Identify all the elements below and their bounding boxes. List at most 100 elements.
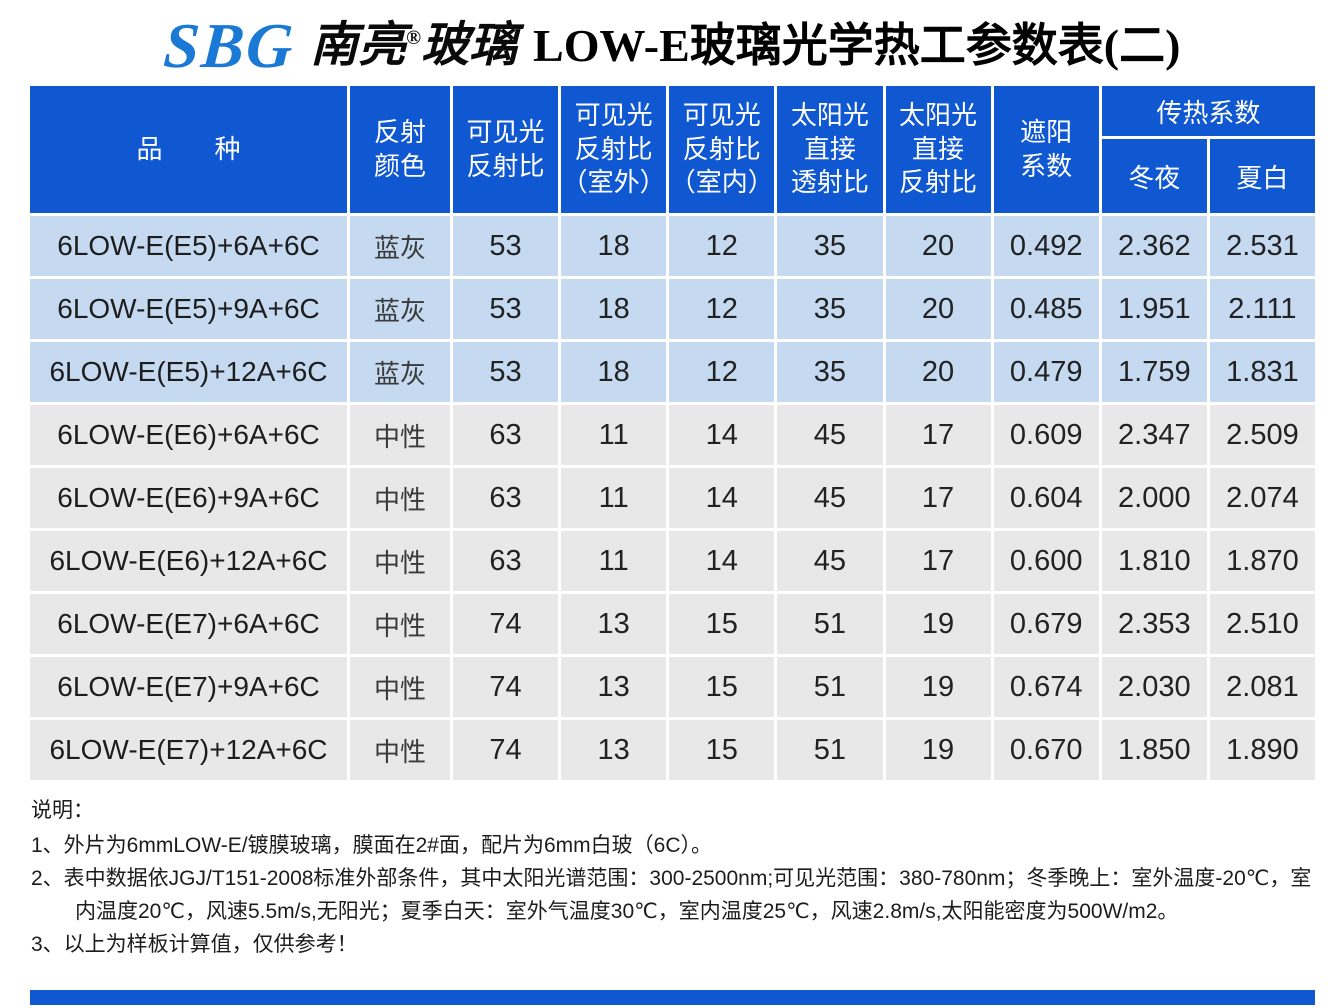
table-cell-u-summer: 2.510	[1209, 594, 1315, 654]
header-visible-reflectance: 可见光 反射比	[453, 86, 559, 213]
table-cell-vlr-indoor: 15	[669, 657, 775, 717]
header-visible-reflectance-indoor: 可见光 反射比 （室内）	[669, 86, 775, 213]
table-cell-vlr: 74	[453, 720, 559, 780]
header-solar-direct-reflectance: 太阳光 直接 反射比	[885, 86, 991, 213]
header-summer-day: 夏白	[1209, 139, 1315, 213]
table-cell-color: 中性	[350, 531, 450, 591]
table-cell-u-winter: 2.030	[1101, 657, 1207, 717]
table-cell-solar-trans: 35	[777, 279, 883, 339]
table-cell-vlr-outdoor: 13	[561, 657, 667, 717]
table-cell-vlr-outdoor: 11	[561, 405, 667, 465]
header-heat-transfer: 传热系数	[1101, 86, 1315, 136]
table-cell-color: 中性	[350, 468, 450, 528]
table-cell-product: 6LOW-E(E7)+6A+6C	[30, 594, 347, 654]
table-cell-vlr-indoor: 12	[669, 216, 775, 276]
table-cell-u-winter: 1.951	[1101, 279, 1207, 339]
header-winter-night: 冬夜	[1101, 139, 1207, 213]
table-cell-shading: 0.600	[993, 531, 1099, 591]
table-cell-vlr-indoor: 12	[669, 342, 775, 402]
header-visible-reflectance-outdoor: 可见光 反射比 （室外）	[561, 86, 667, 213]
table-cell-vlr-indoor: 15	[669, 594, 775, 654]
table-cell-vlr-indoor: 12	[669, 279, 775, 339]
note-item-1: 1、外片为6mmLOW-E/镀膜玻璃，膜面在2#面，配片为6mm白玻（6C）。	[31, 834, 713, 857]
table-cell-solar-refl: 20	[885, 342, 991, 402]
table-cell-vlr: 74	[453, 594, 559, 654]
notes-section: 说明： 1、外片为6mmLOW-E/镀膜玻璃，膜面在2#面，配片为6mm白玻（6…	[31, 794, 1320, 961]
table-cell-vlr-indoor: 15	[669, 720, 775, 780]
header-product: 品 种	[30, 86, 347, 213]
brand-name-cn: 南亮	[310, 19, 407, 72]
table-cell-solar-refl: 19	[885, 657, 991, 717]
table-cell-color: 蓝灰	[350, 216, 450, 276]
table-cell-vlr-outdoor: 18	[561, 279, 667, 339]
notes-title: 说明：	[31, 799, 94, 822]
table-cell-u-summer: 2.509	[1209, 405, 1315, 465]
table-cell-product: 6LOW-E(E7)+9A+6C	[30, 657, 347, 717]
table-cell-shading: 0.479	[993, 342, 1099, 402]
table-cell-shading: 0.679	[993, 594, 1099, 654]
table-cell-solar-trans: 51	[777, 657, 883, 717]
table-cell-solar-refl: 19	[885, 594, 991, 654]
table-cell-vlr: 63	[453, 531, 559, 591]
table-cell-vlr-outdoor: 13	[561, 594, 667, 654]
table-cell-u-winter: 2.000	[1101, 468, 1207, 528]
table-cell-solar-trans: 51	[777, 720, 883, 780]
table-cell-product: 6LOW-E(E5)+9A+6C	[30, 279, 347, 339]
table-cell-color: 中性	[350, 405, 450, 465]
table-cell-vlr: 53	[453, 342, 559, 402]
table-cell-solar-trans: 45	[777, 468, 883, 528]
table-cell-vlr-indoor: 14	[669, 531, 775, 591]
table-cell-u-summer: 2.531	[1209, 216, 1315, 276]
registered-mark: ®	[406, 27, 422, 49]
table-cell-product: 6LOW-E(E7)+12A+6C	[30, 720, 347, 780]
table-cell-vlr: 53	[453, 216, 559, 276]
table-cell-u-summer: 1.831	[1209, 342, 1315, 402]
table-cell-u-winter: 2.353	[1101, 594, 1207, 654]
table-cell-solar-trans: 45	[777, 405, 883, 465]
table-cell-u-summer: 2.111	[1209, 279, 1315, 339]
sbg-logo: SBG	[161, 10, 297, 81]
table-cell-solar-trans: 45	[777, 531, 883, 591]
table-cell-color: 蓝灰	[350, 342, 450, 402]
table-cell-u-summer: 2.081	[1209, 657, 1315, 717]
table-cell-shading: 0.604	[993, 468, 1099, 528]
table-cell-product: 6LOW-E(E6)+12A+6C	[30, 531, 347, 591]
table-cell-product: 6LOW-E(E6)+6A+6C	[30, 405, 347, 465]
header-heat-transfer-group: 传热系数 冬夜 夏白	[1101, 86, 1315, 213]
table-cell-u-winter: 2.362	[1101, 216, 1207, 276]
table-cell-vlr-outdoor: 18	[561, 216, 667, 276]
table-cell-solar-refl: 20	[885, 216, 991, 276]
table-cell-solar-trans: 35	[777, 216, 883, 276]
table-cell-vlr-indoor: 14	[669, 405, 775, 465]
table-cell-vlr-outdoor: 11	[561, 468, 667, 528]
table-cell-vlr-outdoor: 18	[561, 342, 667, 402]
table-cell-color: 蓝灰	[350, 279, 450, 339]
table-cell-product: 6LOW-E(E5)+12A+6C	[30, 342, 347, 402]
table-cell-shading: 0.670	[993, 720, 1099, 780]
table-cell-solar-refl: 19	[885, 720, 991, 780]
table-cell-solar-trans: 51	[777, 594, 883, 654]
header-shading-coefficient: 遮阳 系数	[993, 86, 1099, 213]
table-cell-solar-refl: 17	[885, 405, 991, 465]
brand-glass-label: 玻璃	[421, 19, 518, 72]
brand-name: 南亮®玻璃	[310, 22, 517, 70]
table-cell-vlr-outdoor: 11	[561, 531, 667, 591]
table-cell-u-winter: 2.347	[1101, 405, 1207, 465]
header-reflect-color: 反射 颜色	[350, 86, 450, 213]
table-cell-product: 6LOW-E(E6)+9A+6C	[30, 468, 347, 528]
page-title: LOW-E玻璃光学热工参数表(二)	[533, 20, 1181, 71]
header-heat-transfer-subrow: 冬夜 夏白	[1101, 139, 1315, 213]
table-cell-vlr-indoor: 14	[669, 468, 775, 528]
table-cell-shading: 0.674	[993, 657, 1099, 717]
table-cell-solar-refl: 17	[885, 531, 991, 591]
table-cell-shading: 0.485	[993, 279, 1099, 339]
table-cell-color: 中性	[350, 657, 450, 717]
table-cell-color: 中性	[350, 594, 450, 654]
note-item-2: 2、表中数据依JGJ/T151-2008标准外部条件，其中太阳光谱范围：300-…	[31, 867, 1312, 923]
table-cell-color: 中性	[350, 720, 450, 780]
table-cell-u-winter: 1.759	[1101, 342, 1207, 402]
table-cell-u-summer: 2.074	[1209, 468, 1315, 528]
footer-bar	[30, 990, 1315, 1005]
table-cell-vlr: 63	[453, 468, 559, 528]
table-cell-u-winter: 1.810	[1101, 531, 1207, 591]
